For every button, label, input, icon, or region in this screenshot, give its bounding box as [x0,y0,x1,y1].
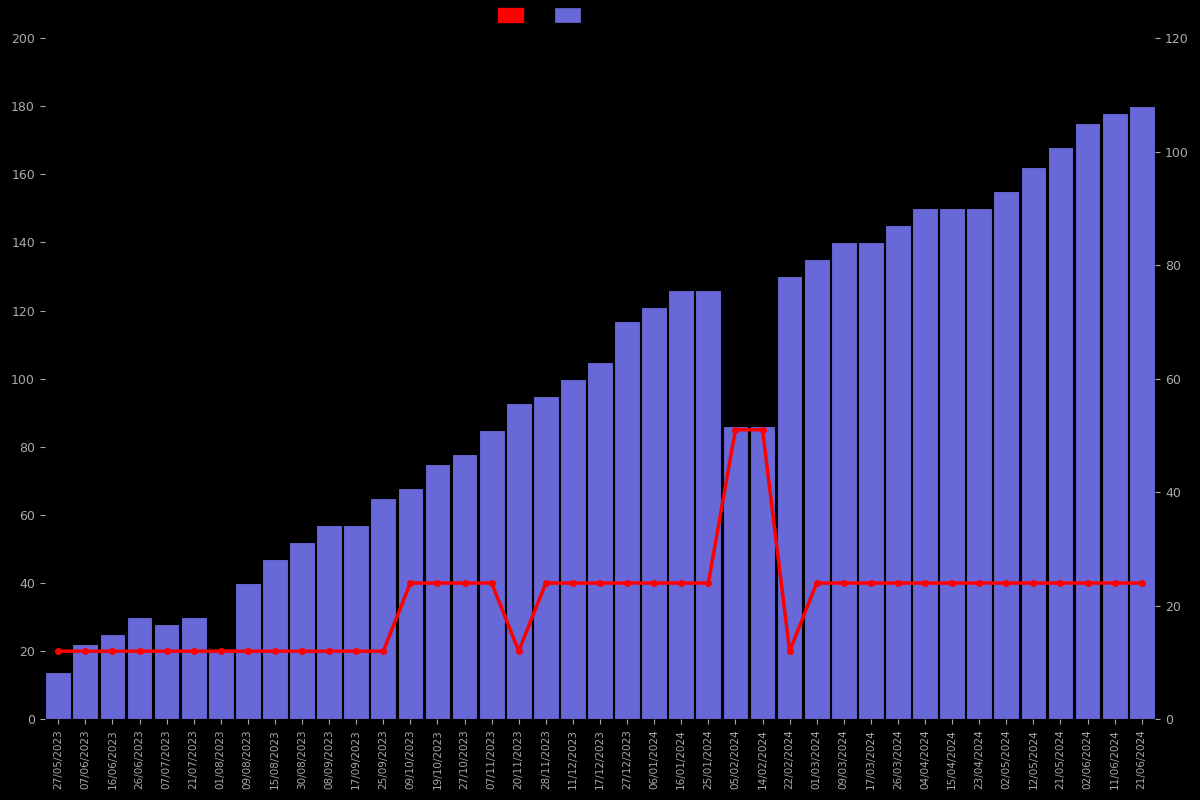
Bar [830,242,857,719]
Bar [750,426,775,719]
Bar [587,362,613,719]
Bar [397,488,424,719]
Bar [289,542,314,719]
Bar [722,426,749,719]
Bar [371,498,396,719]
Bar [886,226,911,719]
Bar [668,290,694,719]
Bar [994,191,1019,719]
Bar [804,259,829,719]
Bar [208,651,234,719]
Bar [614,321,640,719]
Bar [72,644,98,719]
Bar [262,559,288,719]
Bar [181,617,206,719]
Bar [317,525,342,719]
Bar [127,617,152,719]
Bar [46,672,71,719]
Bar [479,430,504,719]
Bar [560,378,586,719]
Bar [451,454,478,719]
Bar [912,208,938,719]
Bar [154,624,180,719]
Bar [940,208,965,719]
Bar [343,525,370,719]
Bar [858,242,883,719]
Bar [100,634,125,719]
Bar [425,464,450,719]
Legend: , : , [498,7,590,22]
Bar [235,583,260,719]
Bar [966,208,992,719]
Bar [1102,113,1128,719]
Bar [1075,123,1100,719]
Bar [776,277,803,719]
Bar [641,307,667,719]
Bar [1129,106,1154,719]
Bar [1020,167,1046,719]
Bar [1048,147,1073,719]
Bar [696,290,721,719]
Bar [533,396,559,719]
Bar [506,402,532,719]
